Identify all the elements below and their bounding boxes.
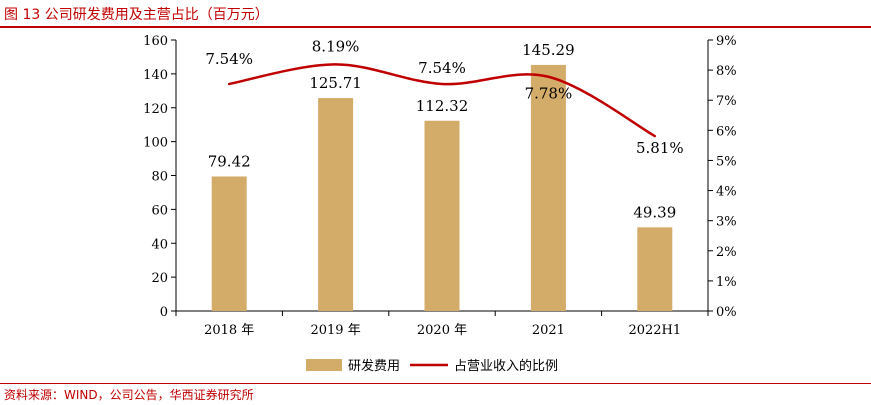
bar-series xyxy=(211,64,673,312)
left-y-tick-label: 0 xyxy=(160,305,168,320)
right-y-tick-label: 1% xyxy=(716,275,737,290)
left-y-tick-label: 140 xyxy=(143,68,168,83)
bar-value-label: 49.39 xyxy=(633,203,676,221)
bar-value-label: 79.42 xyxy=(208,152,251,170)
right-y-tick-label: 4% xyxy=(716,185,737,200)
left-y-tick-label: 60 xyxy=(151,203,168,218)
right-y-tick-label: 6% xyxy=(716,124,737,139)
legend-bar-label: 研发费用 xyxy=(348,358,400,374)
right-y-tick-label: 2% xyxy=(716,245,737,260)
right-y-tick-label: 7% xyxy=(716,94,737,109)
left-y-tick-label: 40 xyxy=(151,237,168,252)
data-labels: 79.42 125.71 112.32 145.29 49.39 7.54% 8.19% 7.… xyxy=(205,37,683,221)
bar xyxy=(318,98,354,311)
bar-value-label: 145.29 xyxy=(522,41,575,59)
chart: 0 20 40 60 80 100 120 140 160 0% 1% 2% 3% 4% 5% 6% 7% 8% 9… xyxy=(143,34,736,374)
left-y-tick-label: 100 xyxy=(143,136,168,151)
bar-value-label: 125.71 xyxy=(309,74,362,92)
x-tick-label: 2022H1 xyxy=(628,323,681,338)
left-y-tick-label: 160 xyxy=(143,34,168,49)
bar xyxy=(424,120,460,312)
x-tick-label: 2021 xyxy=(532,323,565,338)
right-y-tick-label: 3% xyxy=(716,215,737,230)
left-y-tick-label: 20 xyxy=(151,271,168,286)
line-value-label: 7.54% xyxy=(418,59,466,77)
bar xyxy=(211,176,247,311)
right-y-tick-label: 0% xyxy=(716,305,737,320)
footer-divider xyxy=(0,383,871,384)
line-value-label: 7.54% xyxy=(205,50,253,68)
line-series-path xyxy=(227,63,657,138)
legend-bar-swatch xyxy=(306,359,342,371)
right-y-tick-label: 8% xyxy=(716,64,737,79)
bar xyxy=(637,227,673,311)
x-tick-label: 2018 年 xyxy=(204,323,254,338)
line-value-label: 5.81% xyxy=(636,139,684,157)
figure-header: 图 13 公司研发费用及主营占比（百万元） xyxy=(0,0,871,28)
bar-value-label: 112.32 xyxy=(416,97,469,115)
left-y-tick-label: 120 xyxy=(143,102,168,117)
line-value-label: 7.78% xyxy=(525,85,573,103)
title-divider xyxy=(0,26,871,28)
bar xyxy=(530,64,566,311)
chart-legend: 研发费用 占营业收入的比例 xyxy=(306,358,558,374)
left-y-tick-label: 80 xyxy=(151,170,168,185)
figure-title: 图 13 公司研发费用及主营占比（百万元） xyxy=(4,7,269,23)
line-value-label: 8.19% xyxy=(312,37,360,55)
right-y-tick-label: 5% xyxy=(716,154,737,169)
chart-axes: 0 20 40 60 80 100 120 140 160 0% 1% 2% 3% 4% 5% 6% 7% 8% 9… xyxy=(143,34,736,338)
source-note: 资料来源：WIND，公司公告，华西证券研究所 xyxy=(4,388,254,402)
x-tick-label: 2019 年 xyxy=(310,323,360,338)
right-y-tick-label: 9% xyxy=(716,34,737,49)
x-tick-label: 2020 年 xyxy=(417,323,467,338)
legend-line-label: 占营业收入的比例 xyxy=(454,358,558,374)
line-series xyxy=(227,63,657,138)
